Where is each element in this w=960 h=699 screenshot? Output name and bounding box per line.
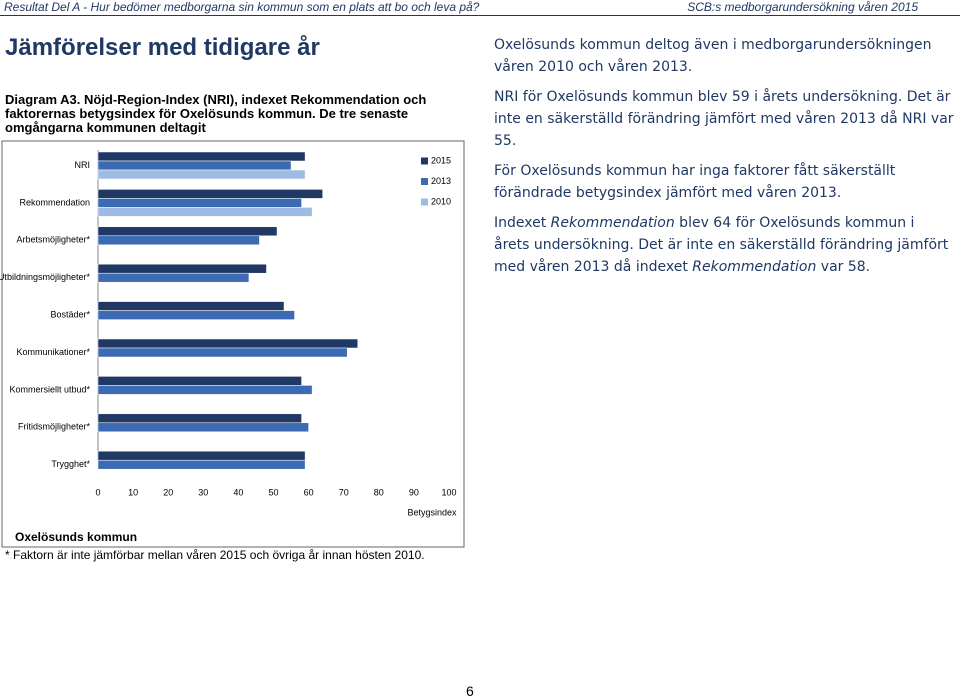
header-right: SCB:s medborgarundersökning våren 2015 — [687, 0, 918, 14]
bar — [97, 235, 260, 246]
y-tick-label: Utbildningsmöjligheter* — [0, 272, 90, 282]
page-number: 6 — [466, 683, 474, 699]
legend-swatch — [421, 198, 428, 206]
x-tick-label: 100 — [441, 487, 456, 497]
x-tick-label: 90 — [409, 487, 419, 497]
bar — [97, 450, 306, 461]
bar — [97, 198, 302, 208]
bar — [97, 160, 292, 171]
x-tick-label: 60 — [304, 487, 314, 497]
x-tick-label: 20 — [163, 487, 173, 497]
text-run: Indexet — [494, 215, 551, 231]
x-tick-label: 0 — [95, 487, 100, 497]
text-run: Rekommendation — [550, 215, 675, 231]
bar — [97, 376, 302, 386]
x-axis-label: Betygsindex — [407, 507, 457, 517]
footnote: * Faktorn är inte jämförbar mellan våren… — [5, 548, 425, 562]
bar — [97, 385, 313, 395]
bar — [97, 263, 267, 274]
y-tick-label: Bostäder* — [50, 309, 90, 319]
bar — [97, 310, 295, 320]
header-left: Resultat Del A - Hur bedömer medborgarna… — [4, 0, 480, 14]
bar — [97, 459, 306, 470]
bar — [97, 226, 278, 237]
text-run: blev 64 för Oxelösunds kommun i årets un… — [494, 215, 949, 275]
y-tick-label: Rekommendation — [19, 197, 90, 207]
legend-label: 2013 — [431, 176, 451, 186]
y-tick-label: NRI — [75, 160, 91, 170]
header: Resultat Del A - Hur bedömer medborgarna… — [0, 0, 960, 16]
y-tick-label: Kommunikationer* — [16, 347, 90, 357]
bar — [97, 301, 285, 311]
legend-label: 2015 — [431, 155, 451, 165]
x-tick-label: 80 — [374, 487, 384, 497]
page-title: Jämförelser med tidigare år — [5, 34, 320, 61]
bar — [97, 207, 313, 217]
bar — [97, 338, 358, 349]
bar — [97, 422, 309, 433]
legend-swatch — [421, 157, 428, 165]
paragraph: Indexet Rekommendation blev 64 för Oxelö… — [494, 212, 954, 278]
chart-frame — [1, 140, 465, 548]
x-tick-label: 40 — [233, 487, 243, 497]
x-tick-label: 50 — [268, 487, 278, 497]
x-tick-label: 30 — [198, 487, 208, 497]
legend-swatch — [421, 178, 428, 185]
text-run: var 58. — [816, 259, 871, 275]
chart-caption: Diagram A3. Nöjd-Region-Index (NRI), ind… — [5, 92, 427, 135]
legend-label: 2010 — [431, 196, 451, 206]
bar — [97, 169, 306, 180]
bar — [97, 272, 250, 283]
y-tick-label: Kommersiellt utbud* — [9, 384, 90, 394]
y-tick-label: Fritidsmöjligheter* — [18, 422, 91, 432]
x-tick-label: 10 — [128, 487, 138, 497]
chart: Oxelösunds kommun Betygsindex 0 10 20 30 40 5… — [0, 140, 465, 548]
bar — [97, 151, 306, 162]
paragraph: NRI för Oxelösunds kommun blev 59 i året… — [494, 89, 954, 149]
y-tick-label: Trygghet* — [51, 459, 90, 469]
bar — [97, 189, 323, 199]
paragraph: Oxelösunds kommun deltog även i medborga… — [494, 37, 932, 75]
bar — [97, 413, 302, 424]
body-text: Oxelösunds kommun deltog även i medborga… — [494, 34, 954, 286]
bar — [97, 347, 348, 358]
text-run: Rekommendation — [692, 259, 817, 275]
x-tick-label: 70 — [339, 487, 349, 497]
paragraph: För Oxelösunds kommun har inga faktorer … — [494, 163, 896, 201]
chart-subtitle: Oxelösunds kommun — [15, 530, 137, 544]
y-tick-label: Arbetsmöjligheter* — [16, 235, 90, 245]
